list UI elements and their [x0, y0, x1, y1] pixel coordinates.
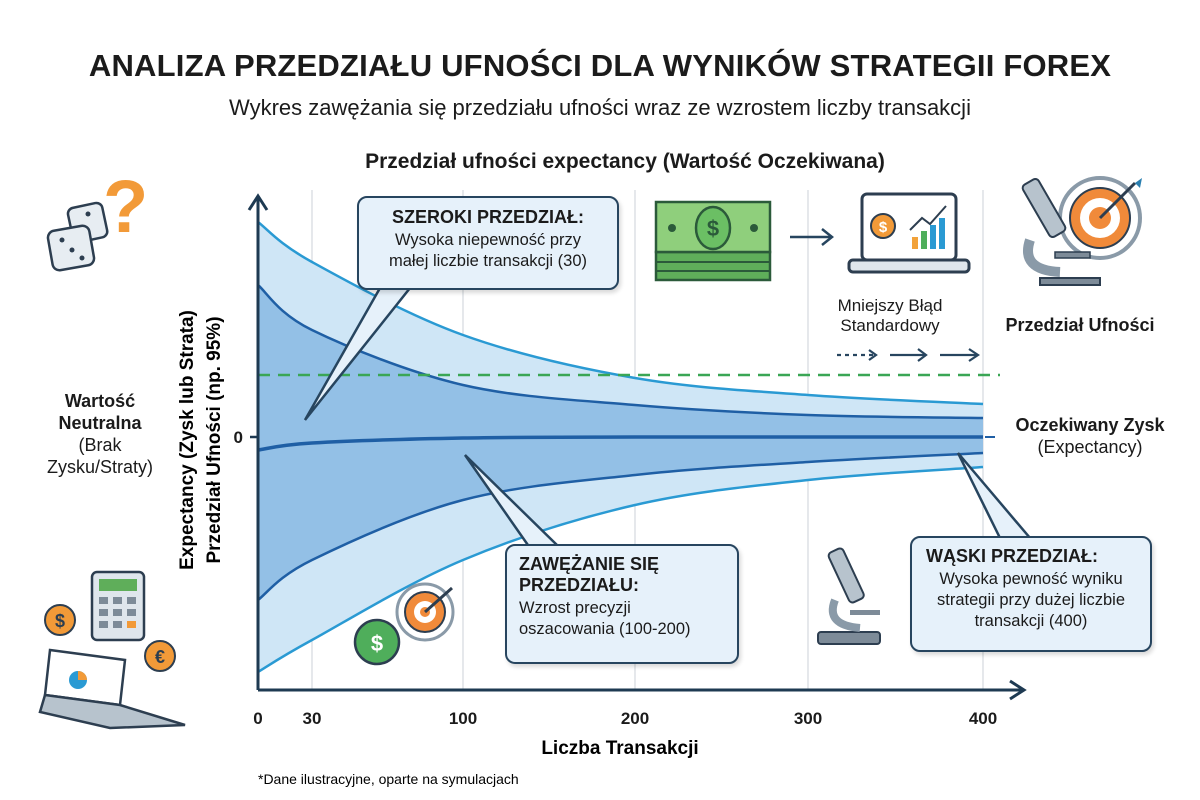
- callout-body: Wysoka pewność wyniku strategii przy duż…: [937, 570, 1125, 630]
- footnote: *Dane ilustracyjne, oparte na symulacjac…: [258, 771, 519, 787]
- svg-text:$: $: [879, 219, 888, 236]
- x-tick-label: 300: [794, 709, 822, 728]
- inner-confidence-band: [258, 285, 983, 600]
- series-line-inner-upper: [257, 284, 984, 420]
- svg-text:$: $: [55, 611, 65, 631]
- expected-profit-label: Oczekiwany Zysk (Expectancy): [995, 414, 1185, 458]
- chart-title: Przedział ufności expectancy (Wartość Oc…: [365, 150, 885, 173]
- svg-text:$: $: [371, 631, 383, 656]
- x-tick-label: 400: [969, 709, 997, 728]
- svg-text:$: $: [707, 216, 719, 241]
- y-axis-label-line2: Przedział Ufności (np. 95%): [204, 316, 225, 563]
- callout-body: Wysoka niepewność przy małej liczbie tra…: [388, 231, 588, 270]
- x-tick-label: 200: [621, 709, 649, 728]
- callout-title: ZAWĘŻANIE SIĘ PRZEDZIAŁU:: [519, 554, 660, 595]
- neutral-title: Wartość Neutralna: [58, 391, 142, 433]
- series-line-outer-lower: [257, 465, 984, 674]
- callout-body: Wzrost precyzji oszacowania (100-200): [519, 599, 691, 638]
- series-line-outer-upper: [257, 220, 984, 406]
- arrow-right-icon: [790, 228, 835, 246]
- dice-question-icon: ?: [46, 165, 148, 272]
- callout-title: WĄSKI PRZEDZIAŁ:: [926, 546, 1098, 566]
- progress-arrows-icon: [837, 348, 980, 362]
- series-line-inner-lower: [257, 451, 984, 602]
- neutral-sub: (Brak Zysku/Straty): [46, 435, 153, 477]
- x-axis-label: Liczba Transakcji: [541, 738, 698, 759]
- expected-profit-title: Oczekiwany Zysk: [1015, 415, 1165, 435]
- confidence-interval-label: Przedział Ufności: [1005, 315, 1155, 335]
- coin-target-icon: $: [353, 582, 455, 666]
- page-title: ANALIZA PRZEDZIAŁU UFNOŚCI DLA WYNIKÓW S…: [88, 48, 1112, 83]
- x-tick-label: 30: [303, 709, 322, 728]
- smaller-std-error-label: Mniejszy Błąd Standardowy: [837, 296, 943, 335]
- callout-wide-interval: SZEROKI PRZEDZIAŁ: Wysoka niepewność prz…: [357, 196, 619, 290]
- callout-pointer-narrow: [956, 452, 1033, 540]
- x-axis-arrow-icon: [1009, 679, 1027, 701]
- page-subtitle: Wykres zawężania się przedziału ufności …: [229, 95, 971, 120]
- neutral-value-label: Wartość Neutralna (Brak Zysku/Straty): [40, 390, 160, 478]
- svg-text:?: ?: [103, 165, 148, 248]
- y-tick-label: 0: [234, 428, 243, 447]
- microscope-icon: [817, 547, 881, 645]
- svg-text:€: €: [155, 647, 165, 667]
- laptop-chart-icon: $: [847, 192, 971, 274]
- x-tick-label: 100: [449, 709, 477, 728]
- callout-title: SZEROKI PRZEDZIAŁ:: [392, 207, 584, 227]
- y-axis-arrow-icon: [247, 193, 269, 211]
- expectancy-sub: (Expectancy): [1037, 437, 1143, 457]
- series-line-mean: [257, 435, 983, 452]
- microscope-target-icon: [1021, 176, 1142, 286]
- y-axis-label: Expectancy (Zysk lub Strata): [177, 310, 198, 570]
- calculator-laptop-coins-icon: $ €: [38, 570, 186, 730]
- callout-narrowing-interval: ZAWĘŻANIE SIĘ PRZEDZIAŁU: Wzrost precyzj…: [505, 544, 739, 664]
- x-tick-label: 0: [253, 709, 262, 728]
- money-icon: $: [654, 200, 772, 282]
- callout-narrow-interval: WĄSKI PRZEDZIAŁ: Wysoka pewność wyniku s…: [910, 536, 1152, 652]
